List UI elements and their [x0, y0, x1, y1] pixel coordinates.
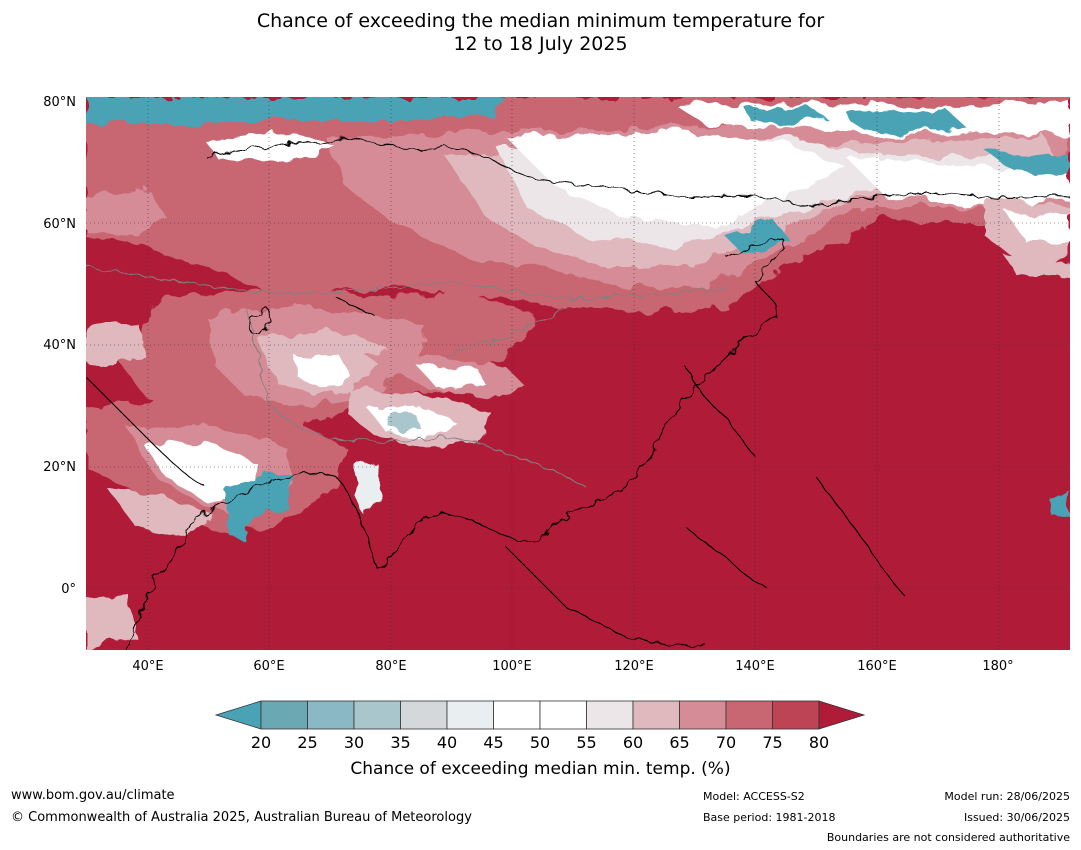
colorbar-tick-label: 70: [715, 733, 737, 752]
boundaries-note: Boundaries are not considered authoritat…: [826, 831, 1070, 844]
colorbar-segment: [586, 700, 634, 730]
colorbar-tick-label: 60: [622, 733, 644, 752]
colorbar-segment: [400, 700, 448, 730]
probability-map: [85, 97, 1071, 651]
colorbar-high-extension: [818, 700, 866, 730]
colorbar-segment: [493, 700, 541, 730]
lat-label-80n: 80°N: [43, 95, 76, 110]
colorbar-tick-label: 50: [529, 733, 551, 752]
colorbar-segment: [446, 700, 494, 730]
lon-label-160e: 160°E: [857, 659, 897, 674]
probability-patches: [86, 97, 1070, 650]
country-borders: [85, 266, 727, 488]
colorbar-tick-label: 20: [250, 733, 272, 752]
colorbar-segment: [539, 700, 587, 730]
base-period-text: Base period: 1981-2018: [703, 811, 836, 824]
colorbar: [214, 700, 866, 730]
lat-label-0: 0°: [61, 582, 76, 597]
colorbar-segment: [260, 700, 308, 730]
colorbar-segment: [772, 700, 820, 730]
graticule: [86, 97, 1070, 650]
website-link[interactable]: www.bom.gov.au/climate: [11, 788, 175, 803]
colorbar-segment: [679, 700, 727, 730]
chart-title: Chance of exceeding the median minimum t…: [0, 10, 1081, 56]
lon-label-120e: 120°E: [614, 659, 654, 674]
lon-label-140e: 140°E: [735, 659, 775, 674]
lon-label-100e: 100°E: [492, 659, 532, 674]
colorbar-tick-label: 65: [669, 733, 690, 752]
colorbar-tick-label: 30: [343, 733, 365, 752]
issued-text: Issued: 30/06/2025: [963, 811, 1070, 824]
colorbar-tick-label: 55: [576, 733, 597, 752]
model-text: Model: ACCESS-S2: [703, 790, 805, 803]
lon-label-40e: 40°E: [132, 659, 164, 674]
model-run-text: Model run: 28/06/2025: [944, 790, 1070, 803]
coastlines: [85, 136, 1071, 651]
colorbar-segment: [725, 700, 773, 730]
colorbar-low-extension: [214, 700, 262, 730]
lon-label-180: 180°: [982, 659, 1014, 674]
colorbar-segment: [307, 700, 355, 730]
map-area: [85, 97, 1071, 651]
colorbar-tick-label: 35: [390, 733, 411, 752]
colorbar-tick-label: 40: [436, 733, 458, 752]
title-line-2: 12 to 18 July 2025: [453, 33, 628, 55]
lon-label-60e: 60°E: [253, 659, 285, 674]
colorbar-tick-label: 45: [483, 733, 504, 752]
lat-label-60n: 60°N: [43, 217, 76, 232]
colorbar-segment: [632, 700, 680, 730]
colorbar-tick-label: 25: [297, 733, 318, 752]
colorbar-tick-label: 75: [762, 733, 783, 752]
colorbar-segment: [353, 700, 401, 730]
lon-label-80e: 80°E: [375, 659, 407, 674]
title-line-1: Chance of exceeding the median minimum t…: [256, 10, 825, 32]
lat-label-40n: 40°N: [43, 338, 76, 353]
lat-label-20n: 20°N: [43, 460, 76, 475]
colorbar-label: Chance of exceeding median min. temp. (%…: [350, 759, 731, 779]
colorbar-tick-label: 80: [808, 733, 830, 752]
copyright-text: © Commonwealth of Australia 2025, Austra…: [11, 810, 472, 825]
